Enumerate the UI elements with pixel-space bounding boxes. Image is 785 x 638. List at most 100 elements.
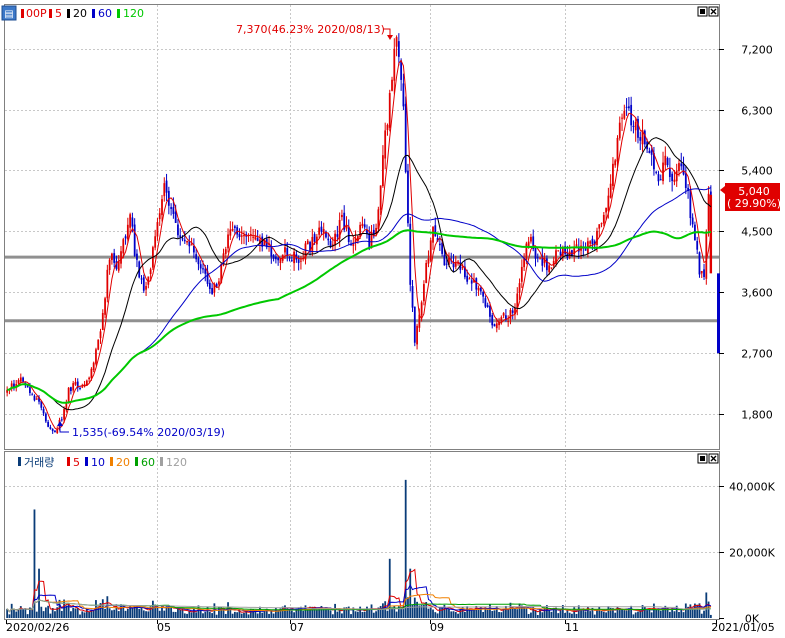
price-axis-label: 6,300 bbox=[741, 105, 773, 118]
candle-body bbox=[88, 377, 91, 380]
candle-body bbox=[550, 267, 553, 269]
volume-bar bbox=[24, 608, 27, 618]
candle-body bbox=[382, 155, 384, 187]
ma120-line bbox=[7, 229, 712, 404]
volume-bar bbox=[657, 609, 660, 618]
candle-body bbox=[393, 48, 396, 81]
candle-body bbox=[122, 239, 125, 254]
ma5-line bbox=[7, 59, 712, 431]
volume-bar bbox=[418, 605, 421, 618]
volume-bar bbox=[366, 606, 368, 618]
volume-bar bbox=[466, 606, 469, 618]
candle-body bbox=[709, 191, 712, 195]
volume-bar bbox=[525, 608, 528, 618]
volume-axis-label: 20,000K bbox=[729, 547, 775, 560]
candle-body bbox=[388, 93, 391, 128]
volume-bar bbox=[218, 607, 220, 618]
candle-body bbox=[261, 236, 264, 247]
chart-menu-button[interactable] bbox=[1, 5, 17, 21]
volume-bar bbox=[607, 606, 610, 618]
volume-bar bbox=[664, 605, 667, 618]
volume-bar bbox=[92, 609, 95, 618]
volume-bar bbox=[475, 605, 478, 618]
candle-body bbox=[188, 241, 191, 247]
volume-bar bbox=[454, 612, 457, 618]
candle-body bbox=[397, 41, 400, 57]
volume-bar bbox=[63, 599, 65, 618]
volume-bar bbox=[229, 608, 232, 618]
volume-bar bbox=[327, 608, 330, 618]
candle-body bbox=[454, 262, 457, 267]
volume-bar bbox=[393, 605, 396, 618]
candle-body bbox=[443, 254, 446, 266]
legend-main-swatch bbox=[21, 9, 24, 18]
min-price-label: 1,535(-69.54% 2020/03/19) bbox=[72, 426, 225, 439]
volume-bar bbox=[306, 609, 309, 618]
volume-bar bbox=[416, 601, 418, 618]
candle-body bbox=[682, 163, 685, 175]
candle-body bbox=[632, 125, 635, 127]
volume-bar bbox=[643, 606, 646, 618]
vol-legend-ma10-label: 10 bbox=[91, 456, 105, 469]
candle-body bbox=[277, 257, 280, 261]
candle-body bbox=[411, 286, 414, 308]
volume-bar bbox=[190, 612, 193, 618]
volume-bar bbox=[516, 609, 519, 618]
vol-legend-ma120-label: 120 bbox=[166, 456, 187, 469]
candle-body bbox=[452, 261, 455, 268]
volume-bar bbox=[388, 558, 391, 618]
volume-bar bbox=[263, 610, 266, 618]
volume-bar bbox=[443, 604, 446, 618]
candle-body bbox=[220, 263, 223, 283]
candle-body bbox=[354, 238, 357, 243]
volume-bar bbox=[300, 606, 302, 618]
volume-bar bbox=[527, 614, 530, 618]
volume-bar bbox=[363, 611, 366, 618]
candle-body bbox=[70, 387, 72, 392]
candle-body bbox=[543, 257, 546, 264]
candle-body bbox=[325, 231, 327, 238]
volume-bar bbox=[338, 610, 341, 618]
candle-body bbox=[327, 238, 330, 241]
candle-body bbox=[256, 238, 259, 242]
candle-body bbox=[500, 317, 503, 322]
candle-body bbox=[17, 380, 20, 384]
candle-body bbox=[479, 287, 482, 292]
candle-body bbox=[696, 241, 699, 250]
candle-body bbox=[523, 257, 526, 268]
volume-bar bbox=[623, 610, 626, 618]
volume-bar bbox=[265, 608, 268, 618]
volume-bar bbox=[432, 609, 434, 618]
candle-body bbox=[468, 278, 471, 280]
volume-bar bbox=[703, 610, 705, 618]
candle-body bbox=[605, 207, 607, 213]
volume-bar bbox=[709, 614, 712, 618]
volume-bar bbox=[272, 613, 275, 618]
price-panel-buttons bbox=[697, 6, 719, 17]
candle-body bbox=[300, 260, 302, 262]
volume-bar bbox=[149, 606, 152, 618]
volume-bar bbox=[632, 614, 635, 618]
candle-body bbox=[97, 339, 100, 350]
volume-bar bbox=[350, 614, 352, 618]
candle-body bbox=[290, 259, 293, 261]
candle-body bbox=[318, 227, 321, 235]
price-axis-label: 5,400 bbox=[741, 165, 773, 178]
volume-bar bbox=[243, 612, 245, 618]
candle-body bbox=[591, 238, 594, 244]
volume-bar bbox=[60, 610, 63, 618]
volume-bar bbox=[304, 605, 307, 618]
candle-body bbox=[616, 137, 619, 162]
chart-menu-icon[interactable]: ▤ bbox=[4, 9, 13, 20]
volume-bar bbox=[457, 613, 459, 618]
candle-body bbox=[199, 264, 202, 269]
volume-bar bbox=[331, 614, 334, 618]
candle-body bbox=[140, 278, 143, 280]
vol-legend-ma5-label: 5 bbox=[73, 456, 80, 469]
volume-panel-frame bbox=[4, 451, 720, 620]
volume-bar bbox=[334, 603, 336, 618]
volume-bar bbox=[297, 607, 300, 618]
volume-bar bbox=[650, 612, 653, 618]
volume-bar bbox=[356, 611, 359, 618]
x-axis-label: 2021/01/05 bbox=[711, 621, 774, 634]
